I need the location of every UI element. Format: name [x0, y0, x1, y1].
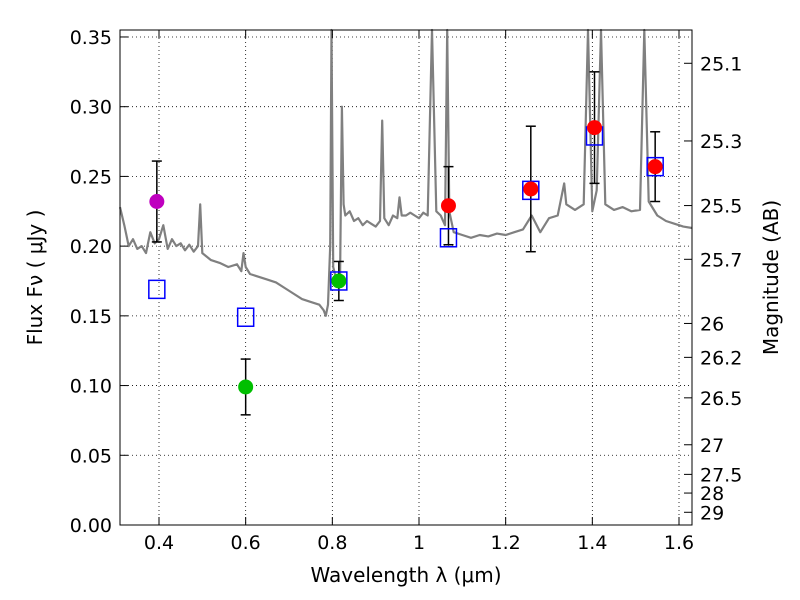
- observed-photometry-point: [587, 120, 602, 136]
- y-tick-label: 0.20: [70, 236, 112, 258]
- model-photometry-square: [330, 271, 348, 291]
- grid-lines: [120, 30, 692, 526]
- model-photometry-square: [439, 228, 458, 248]
- magnitude-tick-label: 27: [700, 435, 724, 457]
- y-tick-label: 0.10: [70, 376, 112, 398]
- model-photometry-square: [236, 307, 255, 327]
- observed-photometry-layer: [149, 120, 663, 395]
- magnitude-tick-label: 25.1: [700, 53, 742, 75]
- y-tick-label: 0.15: [70, 306, 112, 328]
- model-photometry-layer: [148, 126, 664, 327]
- magnitude-tick-label: 25.7: [700, 249, 742, 271]
- model-photometry-square: [148, 279, 166, 300]
- x-tick-label: 0.4: [144, 532, 174, 554]
- y-tick-label: 0.25: [70, 166, 112, 188]
- observed-photometry-point: [331, 273, 347, 289]
- plot-frame: [119, 29, 693, 526]
- magnitude-axis-label: Magnitude (AB): [759, 200, 783, 355]
- magnitude-tick-label: 25.5: [700, 196, 742, 218]
- observed-photometry-point: [523, 181, 539, 197]
- magnitude-tick-label: 25.3: [700, 131, 742, 153]
- observed-photometry-point: [238, 379, 254, 395]
- x-tick-label: 1: [413, 532, 425, 554]
- magnitude-tick-label: 29: [700, 502, 724, 524]
- y-tick-label: 0.00: [70, 515, 112, 537]
- x-axis-label: Wavelength λ (μm): [310, 563, 501, 587]
- model-photometry-square: [522, 180, 540, 201]
- y-ticks: 0.00 0.05 0.10 0.15 0.20 0.25 0.30 0.35: [70, 27, 128, 537]
- model-spectrum-line: [118, 28, 693, 317]
- observed-photometry-point: [647, 159, 663, 175]
- magnitude-tick-label: 26.5: [700, 388, 742, 410]
- magnitude-tick-label: 28: [700, 483, 724, 505]
- y-tick-label: 0.30: [70, 97, 112, 119]
- x-tick-label: 0.8: [317, 532, 347, 554]
- magnitude-tick-label: 26.2: [700, 347, 742, 369]
- x-tick-label: 0.6: [231, 532, 261, 554]
- observed-photometry-point: [440, 198, 456, 214]
- magnitude-tick-label: 26: [700, 313, 724, 335]
- observed-photometry-point: [149, 194, 165, 210]
- y-axis-label: Flux Fν ( μJy ): [23, 210, 47, 346]
- model-photometry-square: [646, 156, 664, 177]
- x-ticks: 0.4 0.6 0.8 1 1.2 1.4 1.6: [144, 30, 694, 554]
- x-tick-label: 1.4: [577, 532, 607, 554]
- model-spectrum-layer: [118, 28, 693, 317]
- x-tick-label: 1.6: [664, 532, 694, 554]
- y-tick-label: 0.05: [70, 445, 112, 467]
- magnitude-tick-label: 27.5: [700, 464, 742, 486]
- error-bars-layer: [151, 71, 661, 416]
- y-tick-label: 0.35: [70, 27, 112, 49]
- x-tick-label: 1.2: [491, 532, 521, 554]
